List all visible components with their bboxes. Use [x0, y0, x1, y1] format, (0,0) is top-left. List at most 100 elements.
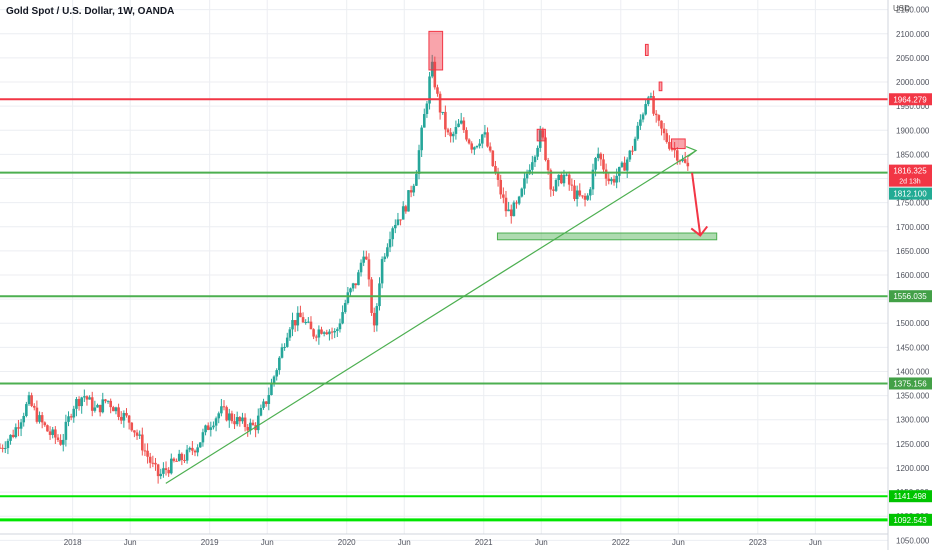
candle-body	[649, 96, 653, 98]
candle-body	[607, 178, 611, 182]
candle-body	[249, 422, 252, 431]
candle-body	[491, 150, 495, 167]
candle-body	[169, 458, 173, 474]
candle-body	[565, 174, 568, 176]
candle-body	[83, 396, 86, 398]
candles	[0, 54, 690, 484]
candle-body	[349, 288, 352, 293]
candle-body	[409, 190, 413, 193]
candle-body	[336, 329, 339, 331]
y-tick-label: 1900.000	[896, 126, 930, 135]
candle-body	[333, 330, 336, 333]
current-price-tag: 1816.325	[893, 167, 927, 176]
candle-body	[541, 130, 545, 138]
candle-body	[465, 130, 468, 140]
candle-body	[320, 329, 323, 334]
candle-body	[299, 312, 302, 318]
y-tick-label: 2050.000	[896, 54, 930, 63]
candle-body	[536, 147, 539, 157]
candle-body	[467, 139, 471, 144]
projection-arrowhead	[690, 225, 709, 237]
y-tick-label: 1450.000	[896, 343, 930, 352]
candle-body	[309, 321, 313, 330]
candle-body	[372, 312, 376, 326]
candle-body	[314, 336, 318, 338]
current-price-tag-bg	[889, 164, 932, 187]
candle-body	[98, 404, 102, 413]
candle-body	[478, 143, 481, 146]
candle-body	[604, 169, 608, 179]
candle-body	[280, 347, 284, 358]
candle-body	[148, 456, 152, 463]
candle-body	[291, 320, 294, 330]
candle-body	[441, 111, 445, 113]
candle-body	[359, 262, 363, 273]
candle-body	[122, 412, 126, 421]
candle-body	[127, 415, 131, 423]
candle-body	[346, 292, 350, 304]
trendline-arrowhead	[685, 145, 698, 158]
candle-body	[631, 150, 634, 152]
candle-body	[204, 425, 207, 433]
candle-body	[285, 337, 289, 347]
candle-body	[633, 138, 637, 151]
candle-body	[196, 447, 199, 453]
candle-body	[130, 422, 134, 431]
candle-body	[620, 162, 624, 167]
resistance-price-tag-bg	[889, 93, 932, 106]
candle-body	[59, 439, 62, 445]
y-tick-label: 2000.000	[896, 78, 930, 87]
candle-body	[533, 156, 537, 163]
candle-body	[399, 219, 402, 221]
candle-body	[420, 127, 423, 151]
candle-body	[549, 170, 553, 190]
candle-body	[104, 399, 107, 402]
candle-body	[135, 432, 139, 436]
candle-body	[251, 422, 255, 426]
candle-body	[56, 437, 60, 440]
candle-body	[412, 185, 416, 193]
candle-body	[198, 442, 202, 448]
candle-body	[19, 422, 23, 429]
candle-body	[546, 160, 550, 171]
candle-body	[407, 190, 410, 212]
candle-body	[591, 169, 595, 190]
candle-body	[639, 119, 642, 126]
resistance-price-tag: 1964.279	[893, 95, 927, 104]
support-price-tag: 1812.100	[893, 190, 927, 199]
candle-body	[462, 120, 466, 131]
candle-body	[594, 157, 597, 170]
candle-body	[367, 259, 371, 280]
candle-body	[230, 413, 234, 422]
currency-label: USD	[893, 4, 910, 13]
x-tick-label: Jun	[672, 538, 685, 547]
candle-body	[85, 396, 89, 400]
candle-body	[380, 259, 384, 284]
x-tick-label: 2020	[338, 538, 356, 547]
candle-body	[436, 87, 439, 94]
candle-body	[235, 417, 239, 425]
candle-body	[201, 432, 205, 443]
candle-body	[270, 382, 273, 396]
x-tick-label: Jun	[809, 538, 822, 547]
candle-body	[681, 159, 684, 161]
candle-body	[388, 239, 392, 248]
candle-body	[312, 329, 315, 337]
candle-body	[90, 397, 94, 411]
candle-body	[428, 76, 431, 104]
candle-body	[351, 283, 355, 289]
candle-body	[644, 104, 647, 115]
candle-body	[167, 469, 170, 474]
candle-body	[457, 123, 460, 128]
candle-body	[106, 400, 110, 402]
candle-body	[40, 415, 44, 423]
candle-body	[354, 283, 358, 286]
candle-body	[3, 448, 7, 450]
candle-body	[357, 272, 360, 286]
candle-body	[256, 415, 260, 431]
y-tick-label: 1950.000	[896, 102, 930, 111]
candle-body	[425, 103, 429, 115]
candle-body	[119, 416, 123, 421]
